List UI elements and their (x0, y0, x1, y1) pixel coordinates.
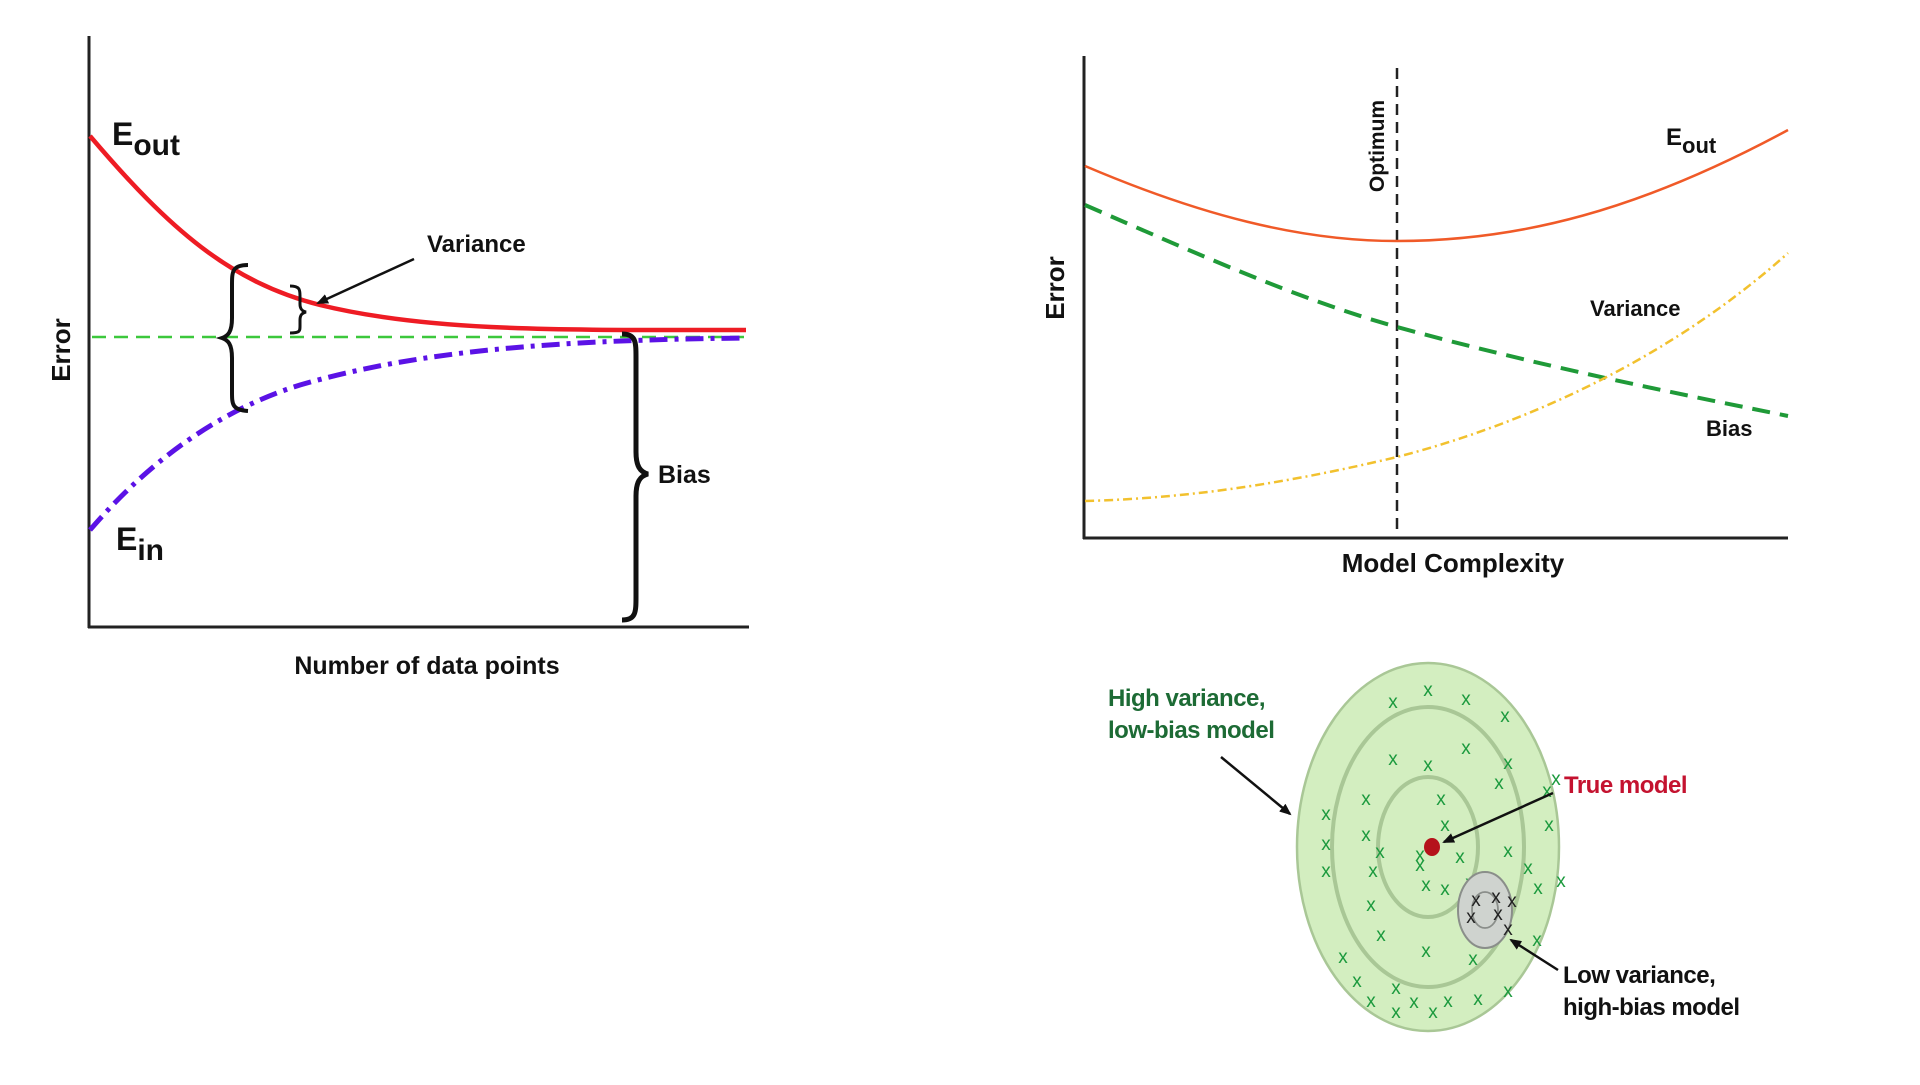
scatter-x-marker: x (1338, 947, 1348, 968)
scatter-x-marker: x (1461, 738, 1471, 759)
lc-y-axis-label: Error (46, 318, 76, 382)
scatter-x-marker: x (1436, 789, 1446, 810)
scatter-x-marker: x (1503, 753, 1513, 774)
scatter-x-marker: x (1321, 861, 1331, 882)
scatter-x-marker: x (1551, 769, 1561, 790)
ct-optimum-label: Optimum (1366, 100, 1389, 192)
true-model-point (1424, 838, 1440, 856)
scatter-x-marker: x (1440, 879, 1450, 900)
lc-variance-label: Variance (427, 231, 526, 258)
scatter-x-marker: x (1455, 847, 1465, 868)
scatter-x-marker: x (1368, 861, 1378, 882)
scatter-x-marker: x (1361, 825, 1371, 846)
lc-bias-label: Bias (658, 461, 711, 489)
scatter-x-marker: x (1523, 858, 1533, 879)
ct-bias-label: Bias (1706, 416, 1752, 441)
cluster-x-marker: x (1503, 919, 1513, 940)
ct-eout-main: E (1666, 124, 1682, 151)
scatter-x-marker: x (1421, 875, 1431, 896)
scatter-x-marker: x (1503, 981, 1513, 1002)
lc-eout-curve (90, 136, 746, 330)
lc-eout-label: Eout (112, 116, 180, 162)
lc-variance-arrow (318, 259, 414, 303)
scatter-x-marker: x (1503, 841, 1513, 862)
scatter-x-marker: x (1321, 804, 1331, 825)
lc-x-axis-label: Number of data points (294, 652, 559, 680)
scatter-x-marker: x (1423, 755, 1433, 776)
cluster-x-marker: x (1466, 907, 1476, 928)
scatter-x-marker: x (1388, 692, 1398, 713)
scatter-x-marker: x (1443, 991, 1453, 1012)
ct-x-axis-label: Model Complexity (1342, 548, 1565, 578)
scatter-x-marker: x (1375, 842, 1385, 863)
ct-eout-sub: out (1682, 133, 1717, 158)
ct-y-axis-label: Error (1040, 256, 1070, 320)
lc-eout-main: E (112, 116, 133, 152)
scatter-x-marker: x (1376, 925, 1386, 946)
cluster-x-marker: x (1493, 904, 1503, 925)
high-variance-arrow (1221, 757, 1290, 814)
scatter-x-marker: x (1361, 789, 1371, 810)
scatter-x-marker: x (1428, 1002, 1438, 1023)
scatter-x-marker: x (1468, 949, 1478, 970)
scatter-x-marker: x (1500, 706, 1510, 727)
ct-variance-curve (1085, 253, 1788, 501)
true-model-label: True model (1564, 772, 1687, 799)
scatter-x-marker: x (1366, 895, 1376, 916)
scatter-x-marker: x (1388, 749, 1398, 770)
scatter-x-marker: x (1473, 989, 1483, 1010)
scatter-x-marker: x (1409, 992, 1419, 1013)
ct-eout-label: Eout (1666, 124, 1717, 158)
lc-variance-brace (290, 286, 306, 333)
complexity-tradeoff-panel: Error Model Complexity Optimum Eout Vari… (1040, 56, 1788, 578)
scatter-x-marker: x (1533, 878, 1543, 899)
scatter-x-marker: x (1391, 1002, 1401, 1023)
scatter-x-marker: x (1352, 971, 1362, 992)
lc-ein-main: E (116, 521, 137, 557)
lc-bias-brace (622, 334, 648, 620)
scatter-x-marker: x (1494, 773, 1504, 794)
scatter-x-marker: x (1544, 815, 1554, 836)
high-variance-label-line2: low-bias model (1108, 717, 1274, 744)
scatter-x-marker: x (1440, 815, 1450, 836)
high-variance-label: High variance, low-bias model (1108, 685, 1274, 744)
scatter-x-marker: x (1532, 930, 1542, 951)
high-variance-label-line1: High variance, (1108, 685, 1265, 712)
scatter-x-marker: x (1366, 991, 1376, 1012)
scatter-x-marker: x (1321, 834, 1331, 855)
low-variance-label-line2: high-bias model (1563, 994, 1740, 1021)
low-variance-label: Low variance, high-bias model (1563, 962, 1740, 1021)
lc-ein-sub: in (137, 534, 164, 567)
scatter-x-marker: x (1556, 871, 1566, 892)
ct-variance-label: Variance (1590, 296, 1681, 321)
scatter-x-marker: x (1391, 978, 1401, 999)
learning-curve-panel: Error Number of data points Eout Ein Var… (46, 36, 749, 680)
lc-ein-curve (90, 338, 746, 530)
ct-bias-curve (1085, 205, 1788, 416)
low-variance-label-line1: Low variance, (1563, 962, 1715, 989)
cluster-x-marker: x (1507, 891, 1517, 912)
scatter-x-marker: x (1421, 941, 1431, 962)
lc-ein-label: Ein (116, 521, 164, 567)
scatter-x-marker: x (1461, 689, 1471, 710)
scatter-x-marker: x (1423, 680, 1433, 701)
lc-eout-sub: out (133, 129, 180, 162)
scatter-x-marker: x (1415, 855, 1425, 876)
